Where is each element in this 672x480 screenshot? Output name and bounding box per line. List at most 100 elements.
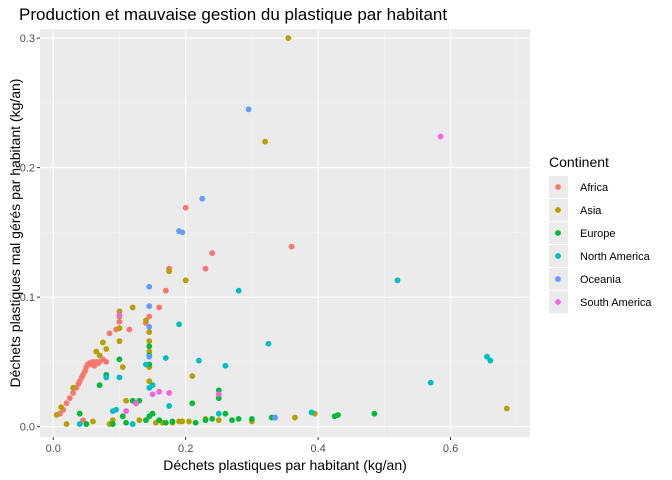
data-point-europe <box>371 410 378 417</box>
legend-label: North America <box>580 251 651 263</box>
y-tick-label: 0.2 <box>20 163 35 175</box>
data-point-europe <box>119 413 126 420</box>
data-point-asia <box>262 138 269 145</box>
data-point-europe <box>116 356 123 363</box>
data-point-north-america <box>394 277 401 284</box>
data-point-asia <box>63 421 70 427</box>
data-point-africa <box>146 313 153 320</box>
data-point-africa <box>70 390 77 396</box>
major-gridlines <box>40 29 530 437</box>
data-point-north-america <box>235 287 242 294</box>
data-point-south-america <box>149 391 156 398</box>
data-point-europe <box>83 421 90 427</box>
legend-key <box>555 230 561 236</box>
data-point-asia <box>179 418 186 425</box>
y-axis-title: Déchets plastiques mal gérés par habitan… <box>7 79 23 388</box>
data-point-north-america <box>116 374 123 381</box>
data-point-asia <box>119 364 126 370</box>
legend-label: Europe <box>580 228 615 240</box>
data-point-europe <box>202 417 209 424</box>
data-point-asia <box>123 397 129 404</box>
data-point-africa <box>162 287 169 294</box>
data-point-asia <box>116 325 123 332</box>
data-point-africa <box>288 243 295 250</box>
y-tick-label: 0.0 <box>20 422 35 434</box>
data-point-europe <box>123 419 129 426</box>
data-point-oceania <box>146 324 153 330</box>
data-point-asia <box>96 352 103 359</box>
legend-key <box>555 207 561 213</box>
y-tick-label: 0.3 <box>20 33 35 45</box>
data-point-africa <box>63 400 70 407</box>
data-point-africa <box>66 395 73 402</box>
data-point-africa <box>182 204 189 211</box>
data-point-asia <box>292 414 298 421</box>
data-point-europe <box>192 419 199 426</box>
data-point-north-america <box>76 421 83 427</box>
data-point-north-america <box>215 410 222 417</box>
x-tick-label: 0.6 <box>443 443 458 455</box>
data-point-europe <box>143 417 149 424</box>
data-point-asia <box>146 378 153 385</box>
data-point-oceania <box>272 414 278 421</box>
legend-key <box>555 184 561 190</box>
data-point-asia <box>189 373 196 380</box>
data-point-asia <box>53 412 60 418</box>
x-tick-label: 0.0 <box>46 443 61 455</box>
data-point-europe <box>335 412 341 418</box>
data-point-asia <box>70 384 77 391</box>
data-point-asia <box>146 329 153 335</box>
data-point-north-america <box>166 403 173 409</box>
data-point-asia <box>215 417 222 424</box>
y-axis-ticks: 0.0 0.1 0.2 0.3 <box>20 33 40 434</box>
x-tick-label: 0.4 <box>310 443 325 455</box>
data-point-europe <box>169 418 176 425</box>
data-point-europe <box>149 410 156 417</box>
legend-key <box>555 253 561 259</box>
legend-title: Continent <box>549 154 609 170</box>
data-point-europe <box>248 415 255 422</box>
data-point-north-america <box>149 382 156 389</box>
data-point-north-america <box>196 357 202 364</box>
data-point-asia <box>182 277 189 284</box>
x-axis-title: Déchets plastiques par habitant (kg/an) <box>163 457 407 473</box>
data-point-asia <box>143 317 149 324</box>
data-point-asia <box>100 339 106 346</box>
data-point-south-america <box>437 133 444 140</box>
data-point-north-america <box>427 379 434 386</box>
data-point-europe <box>156 417 163 424</box>
data-point-africa <box>209 250 216 256</box>
data-point-north-america <box>113 406 120 413</box>
legend-key <box>555 299 561 305</box>
data-point-europe <box>96 382 103 389</box>
data-point-europe <box>146 343 153 350</box>
data-point-oceania <box>199 195 206 202</box>
chart-title: Production et mauvaise gestion du plasti… <box>19 5 447 24</box>
legend-label: Africa <box>580 182 609 194</box>
data-point-asia <box>90 418 96 425</box>
data-point-oceania <box>179 229 186 236</box>
legend-key <box>555 276 561 282</box>
data-point-africa <box>103 358 110 365</box>
data-point-africa <box>80 417 86 424</box>
data-point-oceania <box>245 106 252 113</box>
x-tick-label: 0.2 <box>178 443 193 455</box>
data-point-north-america <box>129 421 136 427</box>
data-point-europe <box>109 421 116 427</box>
data-point-oceania <box>146 283 153 290</box>
data-point-asia <box>503 405 510 412</box>
data-point-europe <box>235 415 242 422</box>
minor-gridlines <box>40 29 530 437</box>
data-point-africa <box>126 326 133 333</box>
data-point-asia <box>186 418 192 425</box>
legend-label: South America <box>580 297 652 309</box>
data-point-africa <box>202 265 209 272</box>
data-point-europe <box>76 410 83 417</box>
data-point-asia <box>146 338 153 345</box>
data-point-south-america <box>156 388 163 395</box>
data-point-europe <box>222 410 229 417</box>
data-point-europe <box>189 400 196 407</box>
data-point-south-america <box>166 390 173 396</box>
data-point-north-america <box>265 340 272 347</box>
